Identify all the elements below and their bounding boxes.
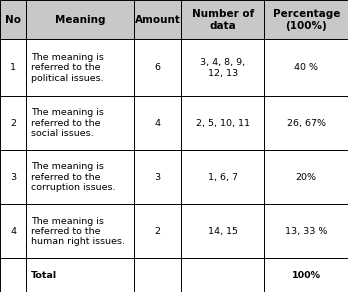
Text: 13, 33 %: 13, 33 % (285, 227, 327, 236)
Text: 1, 6, 7: 1, 6, 7 (208, 173, 238, 182)
Bar (134, 204, 181, 258)
Text: 6: 6 (155, 63, 160, 72)
Text: Number of
data: Number of data (192, 9, 254, 30)
Text: 3: 3 (10, 173, 16, 182)
Text: The meaning is
referred to the
social issues.: The meaning is referred to the social is… (31, 108, 104, 138)
Bar (181, 96, 264, 150)
Text: Total: Total (31, 271, 57, 280)
Bar (264, 96, 348, 150)
Bar (0, 39, 26, 96)
Text: 3: 3 (155, 173, 160, 182)
Bar (264, 39, 348, 96)
Text: 1: 1 (10, 63, 16, 72)
Text: The meaning is
referred to the
corruption issues.: The meaning is referred to the corruptio… (31, 162, 116, 192)
Bar (181, 39, 264, 96)
Bar (181, 150, 264, 204)
Bar (26, 150, 134, 204)
Text: 3, 4, 8, 9,
12, 13: 3, 4, 8, 9, 12, 13 (200, 58, 245, 78)
Bar (0, 258, 26, 292)
Text: 4: 4 (155, 119, 160, 128)
Text: Percentage
(100%): Percentage (100%) (272, 9, 340, 30)
Bar (134, 39, 181, 96)
Bar (181, 0, 264, 39)
Bar (134, 96, 181, 150)
Bar (0, 0, 26, 39)
Bar (264, 0, 348, 39)
Text: 100%: 100% (292, 271, 321, 280)
Bar (26, 96, 134, 150)
Bar (26, 258, 134, 292)
Bar (264, 150, 348, 204)
Text: 20%: 20% (296, 173, 317, 182)
Text: 2: 2 (10, 119, 16, 128)
Text: 2: 2 (155, 227, 160, 236)
Text: 40 %: 40 % (294, 63, 318, 72)
Text: The meaning is
referred to the
political issues.: The meaning is referred to the political… (31, 53, 104, 83)
Bar (181, 258, 264, 292)
Text: Meaning: Meaning (55, 15, 105, 25)
Bar (26, 204, 134, 258)
Text: No: No (5, 15, 21, 25)
Bar (134, 0, 181, 39)
Bar (264, 258, 348, 292)
Bar (0, 150, 26, 204)
Bar (181, 204, 264, 258)
Bar (26, 0, 134, 39)
Text: The meaning is
referred to the
human right issues.: The meaning is referred to the human rig… (31, 216, 125, 246)
Text: 2, 5, 10, 11: 2, 5, 10, 11 (196, 119, 250, 128)
Bar (264, 204, 348, 258)
Text: 14, 15: 14, 15 (208, 227, 238, 236)
Bar (134, 150, 181, 204)
Text: 4: 4 (10, 227, 16, 236)
Bar (26, 39, 134, 96)
Bar (0, 204, 26, 258)
Bar (134, 258, 181, 292)
Bar (0, 96, 26, 150)
Text: Amount: Amount (135, 15, 180, 25)
Text: 26, 67%: 26, 67% (287, 119, 326, 128)
